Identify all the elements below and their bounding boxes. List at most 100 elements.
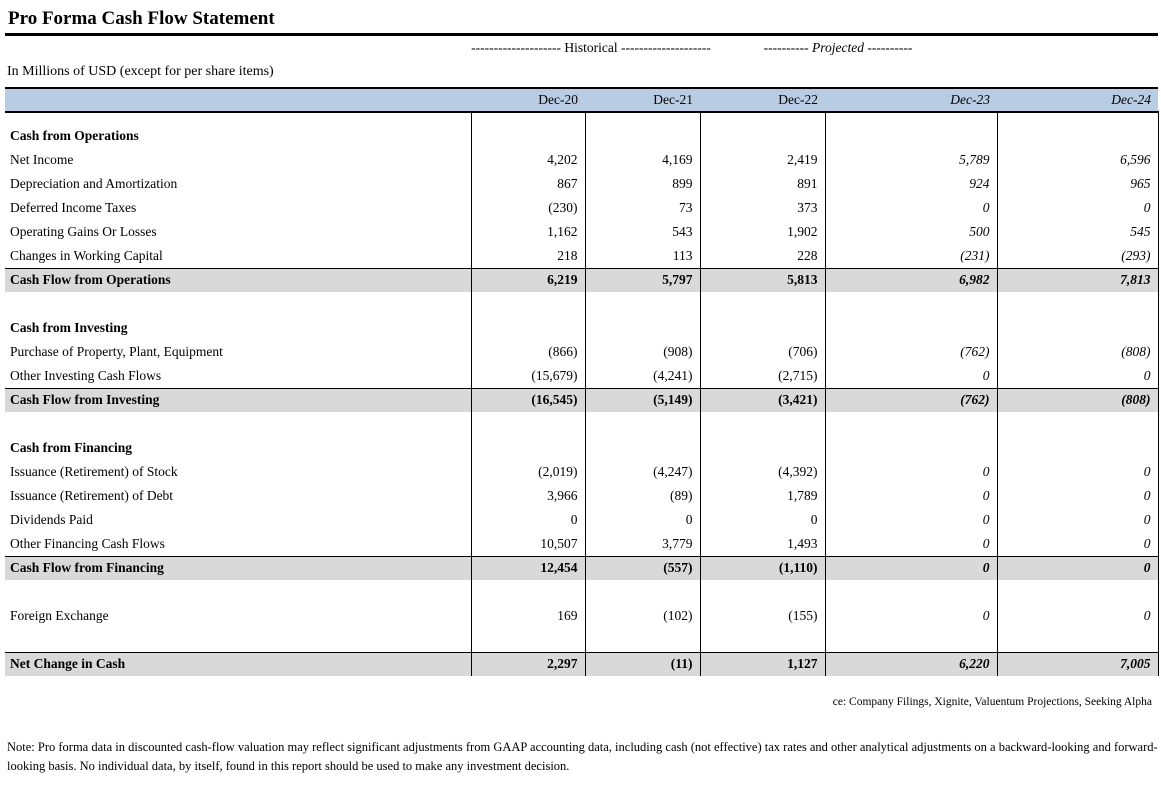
table-row: Net Change in Cash 2,297 (11) 1,127 6,220 7,0… (5, 651, 1159, 676)
cell-value: 0 (824, 555, 997, 580)
row-label (5, 112, 471, 124)
cell-value: 228 (699, 244, 825, 268)
cell-value: 7,005 (996, 651, 1159, 676)
cell-value (584, 628, 700, 652)
page-title: Pro Forma Cash Flow Statement (8, 8, 275, 29)
row-label: Depreciation and Amortization (10, 176, 178, 191)
cell-value: (231) (824, 244, 997, 268)
row-label: Dividends Paid (10, 512, 93, 527)
cell-value: 500 (824, 220, 997, 244)
row-label: Cash from Financing (10, 440, 133, 455)
historical-band-label: -------------------- Historical --------… (471, 40, 711, 55)
cell-value: 1,902 (699, 220, 825, 244)
cell-value (470, 628, 585, 652)
cell-value: 0 (996, 460, 1159, 484)
cell-value: (808) (996, 340, 1159, 364)
cell-value: 0 (996, 364, 1159, 388)
row-label: Other Financing Cash Flows (10, 535, 165, 551)
spacer-row (5, 112, 1159, 124)
cell-value: (866) (470, 340, 585, 364)
row-label: Cash Flow from Financing (5, 555, 471, 580)
cell-value (470, 436, 585, 460)
cell-value: 965 (996, 172, 1159, 196)
cell-value (996, 124, 1159, 148)
cell-value: 373 (699, 196, 825, 220)
cell-value: 1,127 (699, 651, 825, 676)
table-row: Cash from Investing (5, 316, 1159, 340)
cell-value: (16,545) (470, 387, 585, 412)
spacer-row (5, 412, 1159, 436)
cell-value: 543 (584, 220, 700, 244)
cell-value: (11) (584, 651, 700, 676)
cell-value (996, 292, 1159, 316)
cell-value (584, 112, 700, 124)
cell-value: 1,789 (699, 484, 825, 508)
cell-value: (557) (584, 555, 700, 580)
cell-value: 2,419 (699, 148, 825, 172)
cell-value: (15,679) (470, 364, 585, 388)
column-header-dec24: Dec-24 (997, 87, 1158, 113)
cell-value: 924 (824, 172, 997, 196)
table-row: Operating Gains Or Losses 1,162 543 1,902 50… (5, 220, 1159, 244)
cell-value: 0 (824, 604, 997, 628)
table-row: Changes in Working Capital 218 113 228 (231)… (5, 244, 1159, 268)
row-label: Issuance (Retirement) of Stock (10, 464, 178, 479)
cell-value (824, 316, 997, 340)
row-label: Cash from Investing (10, 320, 128, 335)
spacer-row (5, 628, 1159, 652)
cell-value: 7,813 (996, 267, 1159, 292)
table-row: Foreign Exchange 169 (102) (155) 0 0 (5, 604, 1159, 628)
column-header-row: Dec-20 Dec-21 Dec-22 Dec-23 Dec-24 (5, 87, 1158, 113)
table-row: Other Financing Cash Flows 10,507 3,779 1,4… (5, 532, 1159, 556)
title-rule (5, 33, 1158, 36)
cell-value (824, 412, 997, 436)
cell-value (996, 316, 1159, 340)
cell-value (996, 412, 1159, 436)
cashflow-table: Dec-20 Dec-21 Dec-22 Dec-23 Dec-24 Cash … (5, 87, 1159, 676)
cell-value: (762) (824, 340, 997, 364)
cell-value (996, 580, 1159, 604)
cell-value: 0 (824, 484, 997, 508)
cell-value: 4,169 (584, 148, 700, 172)
cell-value: 1,493 (699, 532, 825, 556)
cell-value: 3,779 (584, 532, 700, 556)
row-label: Cash Flow from Investing (5, 387, 471, 412)
cell-value (470, 292, 585, 316)
cell-value: 5,813 (699, 267, 825, 292)
cell-value (824, 628, 997, 652)
cell-value (824, 112, 997, 124)
cell-value: 113 (584, 244, 700, 268)
row-label: Operating Gains Or Losses (10, 224, 157, 239)
row-label: Cash from Operations (10, 128, 139, 143)
cell-value: 867 (470, 172, 585, 196)
statement-table-body: Cash from Operations Net Income 4,202 4,169… (5, 112, 1159, 676)
column-header-dec21: Dec-21 (585, 87, 700, 113)
cell-value (470, 580, 585, 604)
cell-value: 0 (996, 604, 1159, 628)
cell-value (470, 316, 585, 340)
table-row: Purchase of Property, Plant, Equipment (8… (5, 340, 1159, 364)
table-row: Cash from Financing (5, 436, 1159, 460)
cell-value: (155) (699, 604, 825, 628)
cell-value (470, 112, 585, 124)
table-row: Cash Flow from Operations 6,219 5,797 5,813… (5, 267, 1159, 292)
row-label: Cash Flow from Operations (5, 267, 471, 292)
cell-value: 0 (996, 555, 1159, 580)
cell-value: (4,247) (584, 460, 700, 484)
table-row: Cash from Operations (5, 124, 1159, 148)
table-row: Other Investing Cash Flows (15,679) (4,241… (5, 364, 1159, 388)
cell-value: 5,789 (824, 148, 997, 172)
column-header-dec20: Dec-20 (471, 87, 585, 113)
units-label: In Millions of USD (except for per share… (7, 64, 274, 79)
cell-value: 0 (996, 508, 1159, 532)
spacer-row (5, 580, 1159, 604)
cell-value (584, 124, 700, 148)
table-row: Cash Flow from Financing 12,454 (557) (1,11… (5, 555, 1159, 580)
cell-value: 10,507 (470, 532, 585, 556)
column-header-blank (5, 87, 471, 113)
column-header-dec22: Dec-22 (700, 87, 825, 113)
row-label: Net Income (10, 152, 74, 167)
projected-band-label: ---------- Projected ---------- (763, 40, 913, 55)
cell-value: 0 (584, 508, 700, 532)
